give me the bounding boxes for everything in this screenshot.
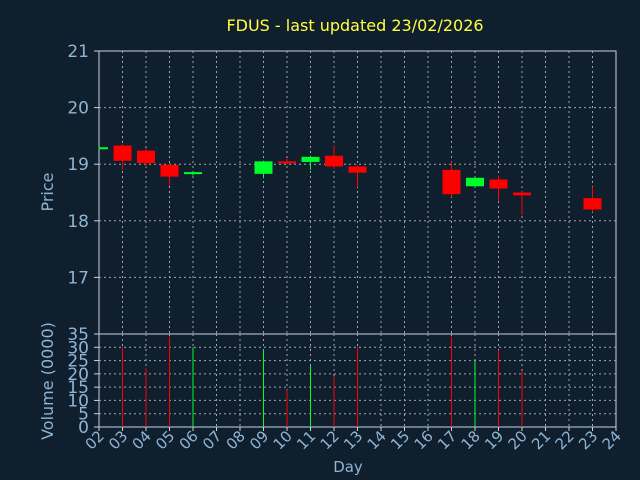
x-tick-label: 18 xyxy=(458,427,484,453)
x-tick-label: 23 xyxy=(575,427,601,453)
candle-body xyxy=(113,145,132,161)
x-tick-label: 07 xyxy=(199,427,225,453)
candle-body xyxy=(466,177,484,187)
x-tick-label: 22 xyxy=(552,427,578,453)
price-y-ticks: 17 18 19 20 21 xyxy=(67,42,99,288)
volume-y-tick-label: 25 xyxy=(67,352,89,372)
candle-body xyxy=(137,150,155,164)
candle-body xyxy=(513,192,531,196)
volume-axis-label: Volume (0000) xyxy=(38,322,57,440)
candle-body xyxy=(348,166,367,173)
candle-body xyxy=(442,169,461,195)
candle-body xyxy=(489,179,508,189)
x-tick-label: 11 xyxy=(293,427,319,453)
x-tick-label: 17 xyxy=(434,427,460,453)
x-tick-label: 12 xyxy=(317,427,343,453)
price-y-tick-label: 17 xyxy=(67,268,89,288)
x-tick-label: 09 xyxy=(246,427,272,453)
x-tick-label: 21 xyxy=(528,427,554,453)
volume-y-tick-label: 15 xyxy=(67,378,89,398)
price-panel: 17 18 19 20 21 xyxy=(67,42,617,335)
price-y-tick-label: 20 xyxy=(67,99,89,119)
x-tick-label: 04 xyxy=(129,427,155,453)
volume-y-tick-label: 0 xyxy=(78,418,89,438)
candles xyxy=(98,144,602,216)
price-axis-label: Price xyxy=(38,172,57,211)
price-y-tick-label: 18 xyxy=(67,212,89,232)
x-tick-label: 19 xyxy=(481,427,507,453)
x-tick-label: 16 xyxy=(411,427,437,453)
price-grid xyxy=(99,51,616,334)
x-tick-label: 10 xyxy=(270,427,296,453)
price-y-tick-label: 21 xyxy=(67,42,89,62)
volume-bars xyxy=(122,336,523,427)
candle-body xyxy=(254,161,273,174)
candle-body xyxy=(278,161,296,164)
x-tick-label: 20 xyxy=(505,427,531,453)
x-tick-label: 13 xyxy=(340,427,366,453)
x-tick-label: 24 xyxy=(599,427,625,453)
candle-body xyxy=(99,147,108,150)
candle-body xyxy=(583,198,602,210)
volume-y-tick-label: 10 xyxy=(67,391,89,411)
candle-body xyxy=(301,156,320,162)
x-tick-label: 03 xyxy=(105,427,131,453)
x-tick-label: 14 xyxy=(364,427,390,453)
volume-y-tick-label: 20 xyxy=(67,365,89,385)
price-y-tick-label: 19 xyxy=(67,155,89,175)
volume-y-tick-label: 5 xyxy=(78,405,89,425)
x-axis-label: Day xyxy=(333,458,363,476)
x-tick-label: 05 xyxy=(152,427,178,453)
candle-body xyxy=(184,172,202,175)
x-tick-label: 08 xyxy=(223,427,249,453)
x-tick-label: 15 xyxy=(387,427,413,453)
candle-body xyxy=(160,164,179,177)
x-axis-ticks: 0203040506070809101112131415161718192021… xyxy=(82,427,625,453)
volume-y-tick-label: 35 xyxy=(67,325,89,345)
candle-body xyxy=(325,155,343,167)
x-tick-label: 06 xyxy=(176,427,202,453)
volume-y-tick-label: 30 xyxy=(67,338,89,358)
chart-title: FDUS - last updated 23/02/2026 xyxy=(226,16,483,35)
